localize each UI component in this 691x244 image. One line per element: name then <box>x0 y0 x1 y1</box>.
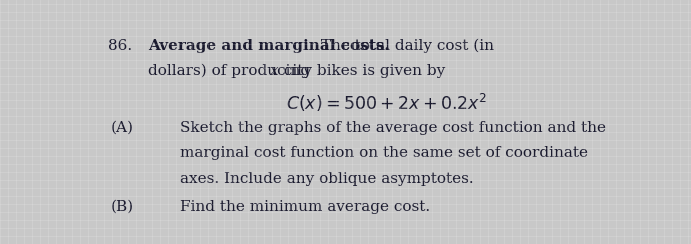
Text: Sketch the graphs of the average cost function and the: Sketch the graphs of the average cost fu… <box>180 121 606 135</box>
Text: (A): (A) <box>111 121 133 135</box>
Text: Find the minimum average cost.: Find the minimum average cost. <box>180 200 430 214</box>
Text: marginal cost function on the same set of coordinate: marginal cost function on the same set o… <box>180 146 588 161</box>
Text: Average and marginal costs.: Average and marginal costs. <box>148 39 390 53</box>
Text: city bikes is given by: city bikes is given by <box>278 64 445 78</box>
Text: $C(x) = 500 + 2x + 0.2x^2$: $C(x) = 500 + 2x + 0.2x^2$ <box>286 92 486 114</box>
Text: 86.: 86. <box>108 39 132 53</box>
Text: The total daily cost (in: The total daily cost (in <box>316 39 493 53</box>
Text: (B): (B) <box>111 200 133 214</box>
Text: x: x <box>269 64 278 78</box>
Text: axes. Include any oblique asymptotes.: axes. Include any oblique asymptotes. <box>180 172 474 186</box>
Text: dollars) of producing: dollars) of producing <box>148 64 315 78</box>
